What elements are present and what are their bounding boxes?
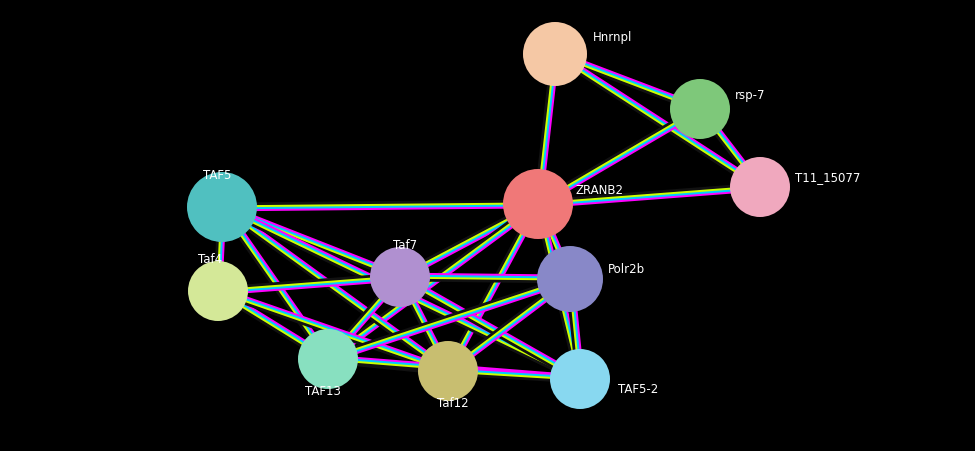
Text: TAF5-2: TAF5-2 xyxy=(618,382,658,396)
Circle shape xyxy=(187,173,257,243)
Circle shape xyxy=(188,262,248,321)
Text: TAF5: TAF5 xyxy=(203,169,231,182)
Circle shape xyxy=(370,248,430,307)
Circle shape xyxy=(730,158,790,217)
Circle shape xyxy=(523,23,587,87)
Text: Hnrnpl: Hnrnpl xyxy=(593,30,633,43)
Circle shape xyxy=(537,246,603,312)
Text: Taf7: Taf7 xyxy=(393,239,417,252)
Circle shape xyxy=(670,80,730,140)
Text: Taf4: Taf4 xyxy=(198,253,222,266)
Text: rsp-7: rsp-7 xyxy=(735,88,765,101)
Circle shape xyxy=(550,349,610,409)
Circle shape xyxy=(503,170,573,239)
Text: Polr2b: Polr2b xyxy=(608,263,645,276)
Circle shape xyxy=(298,329,358,389)
Text: Taf12: Taf12 xyxy=(437,396,469,410)
Text: T11_15077: T11_15077 xyxy=(795,171,860,184)
Circle shape xyxy=(418,341,478,401)
Text: ZRANB2: ZRANB2 xyxy=(576,184,624,197)
Text: TAF13: TAF13 xyxy=(305,385,341,398)
